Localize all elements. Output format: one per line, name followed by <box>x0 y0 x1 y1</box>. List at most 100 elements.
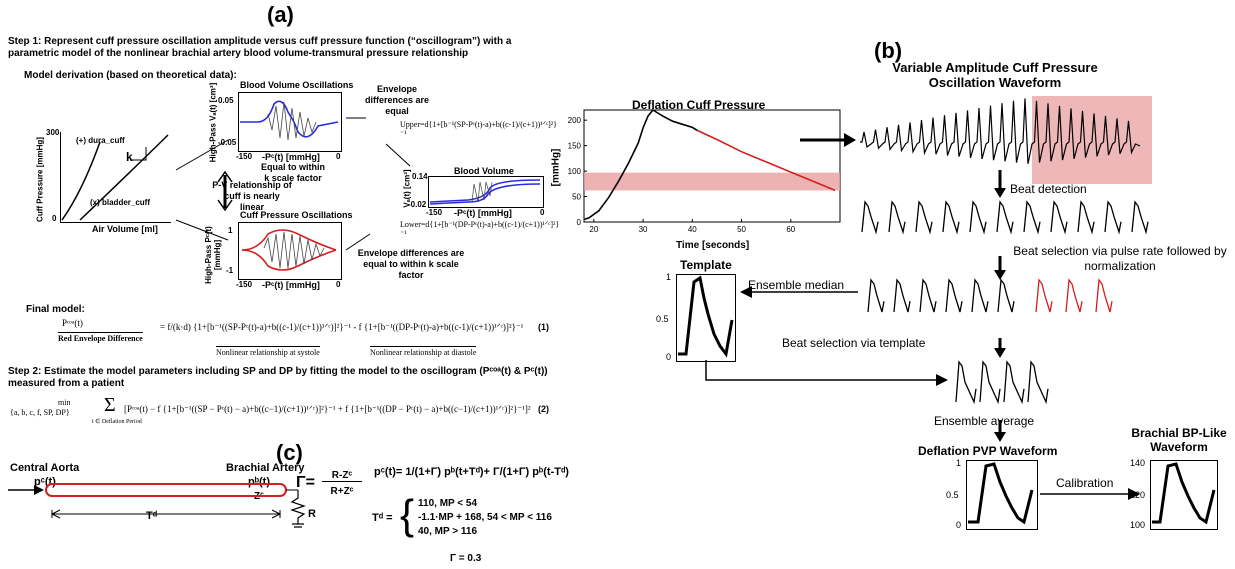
equal-k-text: Equal to within k scale factor <box>261 162 325 183</box>
deflation-chart: 0 50 100 150 200 20 30 40 50 60 <box>568 108 841 234</box>
panel-b-label: (b) <box>874 38 903 63</box>
pv-tick-0: 0 <box>52 214 57 223</box>
x-tick-label: 50 <box>737 225 746 234</box>
eq2-sum-sub: t ∈ Deflation Period <box>92 419 142 425</box>
x-tick-label: 40 <box>688 225 697 234</box>
x-tick-label: 60 <box>786 225 795 234</box>
y-tick-label: 200 <box>568 116 582 125</box>
pvp-title: Deflation PVP Waveform <box>918 444 1058 458</box>
template-waveform <box>678 275 734 358</box>
ensemble-average-label: Ensemble average <box>934 414 1035 428</box>
template-tick-1: 1 <box>666 272 672 282</box>
bv-xr-tick: 0 <box>540 208 545 217</box>
cp-tick-top: 1 <box>228 226 233 235</box>
selected-beat <box>867 278 885 313</box>
shaded-band <box>584 172 840 191</box>
bv-tick-top: 0.05 <box>218 96 234 105</box>
upper-equation: Upper=d{1+[b⁻¹(SP-Pᶜ(t)-a)+b((c-1)/(c+1)… <box>400 120 558 138</box>
k-label: k <box>126 150 133 164</box>
bv-xl-tick: -150 <box>426 208 443 217</box>
gamma-denominator: R+Zᶜ <box>330 486 354 497</box>
bp-tick-100: 100 <box>1130 520 1146 530</box>
eq2-min: min <box>58 398 71 407</box>
template-title: Template <box>680 258 732 272</box>
eq2-sigma: Σ <box>104 394 116 416</box>
eq1-number: (1) <box>538 322 549 332</box>
cuff-pressure-deflation-line <box>696 129 836 192</box>
template-tick-05: 0.5 <box>656 314 669 324</box>
calibration-label: Calibration <box>1056 476 1114 490</box>
selected-beat <box>919 278 937 313</box>
cp-x-right: 0 <box>336 280 341 289</box>
beat-selection-template-label: Beat selection via template <box>782 336 926 350</box>
calibration-arrow <box>1040 488 1140 500</box>
selected-beat <box>971 278 989 313</box>
eq2-number: (2) <box>538 404 549 414</box>
y-tick-label: 50 <box>572 193 581 202</box>
ensemble-median-label: Ensemble median <box>748 278 845 292</box>
bv-osc-signal <box>240 100 339 141</box>
selected-beats <box>867 278 1113 313</box>
cp-xlabel: -Pᶜ(t) [mmHg] <box>262 280 320 290</box>
detected-beat <box>969 200 987 235</box>
eq1-body: = f/(k·d) {1+[b⁻¹((SP-Pᶜ(t)-a)+b((c-1)/(… <box>160 322 524 332</box>
envelope-equal-k-text: Envelope differences are equal to within… <box>357 248 465 280</box>
td-case-3: 40, MP > 116 <box>418 526 478 537</box>
cp-tick-bot: -1 <box>226 266 234 275</box>
template-matched-beat <box>955 360 977 405</box>
cp-osc-title: Cuff Pressure Oscillations <box>240 210 353 220</box>
td-brace: { <box>400 491 415 538</box>
detected-beat <box>861 200 879 235</box>
deflation-chart-title: Deflation Cuff Pressure <box>632 98 766 112</box>
dura-cuff-label: (+) dura_cuff <box>76 136 125 145</box>
ensemble-median-arrow <box>740 286 858 298</box>
plot-frame <box>583 109 841 223</box>
detected-beat <box>1023 200 1041 235</box>
detected-beat <box>1077 200 1095 235</box>
beat-selection-rate-label: Beat selection via pulse rate followed b… <box>1013 244 1227 273</box>
template-matched-beat <box>1003 360 1025 405</box>
selected-beat <box>945 278 963 313</box>
bp-waveform <box>1152 462 1216 525</box>
step1-text: Step 1: Represent cuff pressure oscillat… <box>8 36 512 59</box>
detected-beat <box>1104 200 1122 235</box>
arrow-chart-to-wave <box>800 133 856 147</box>
detected-beat <box>996 200 1014 235</box>
y-tick-label: 100 <box>568 167 582 176</box>
bp-tick-120: 120 <box>1130 490 1146 500</box>
bv-xlabel: -Pᶜ(t) [mmHg] <box>262 152 320 162</box>
td-case-1: 110, MP < 54 <box>418 498 478 509</box>
osc-signal-path <box>860 98 1141 164</box>
transmission-line <box>8 483 306 528</box>
bv-title: Blood Volume <box>454 166 514 176</box>
bv-bot-tick: -0.02 <box>408 200 427 209</box>
gamma-eq-lhs: Γ= <box>296 474 315 491</box>
eq1-under-systole: Nonlinear relationship at systole <box>216 346 320 357</box>
td-label: Tᵈ <box>146 510 158 522</box>
rejected-beat <box>1035 278 1053 313</box>
deflation-xlabel: Time [seconds] <box>676 240 750 251</box>
template-tick-0: 0 <box>666 352 672 362</box>
pv-plot-frame <box>60 132 171 223</box>
selected-beat <box>893 278 911 313</box>
bv-ylabel: Vₐ(t) [cm³] <box>402 169 412 208</box>
y-tick-label: 150 <box>568 142 582 151</box>
bladder-cuff-label: (x) bladder_cuff <box>90 198 151 207</box>
pv-rel-text: P-V relationship of cuff is nearly linea… <box>212 180 292 212</box>
pv-ylabel: Cuff Pressure [mmHg] <box>35 137 45 222</box>
template-matched-beat <box>979 360 1001 405</box>
x-tick-label: 20 <box>589 225 598 234</box>
gamma-value: Γ = 0.3 <box>450 553 482 564</box>
pvp-waveform <box>968 462 1034 525</box>
td-equation: Tᵈ = <box>372 512 393 524</box>
pv-tick-300: 300 <box>46 128 60 137</box>
pvp-tick-0: 0 <box>956 520 962 530</box>
bv-plot-frame <box>428 176 544 208</box>
panel-a-label: (a) <box>267 2 294 27</box>
template-matched-beat <box>1027 360 1049 405</box>
brachial-artery-label: Brachial Artery <box>226 462 305 474</box>
bv-x2-label: -Pᶜ(t) [mmHg] <box>454 208 512 218</box>
model-derivation-text: Model derivation (based on theoretical d… <box>24 70 237 81</box>
detected-beat <box>1131 200 1149 235</box>
pvp-tick-05: 0.5 <box>946 490 959 500</box>
